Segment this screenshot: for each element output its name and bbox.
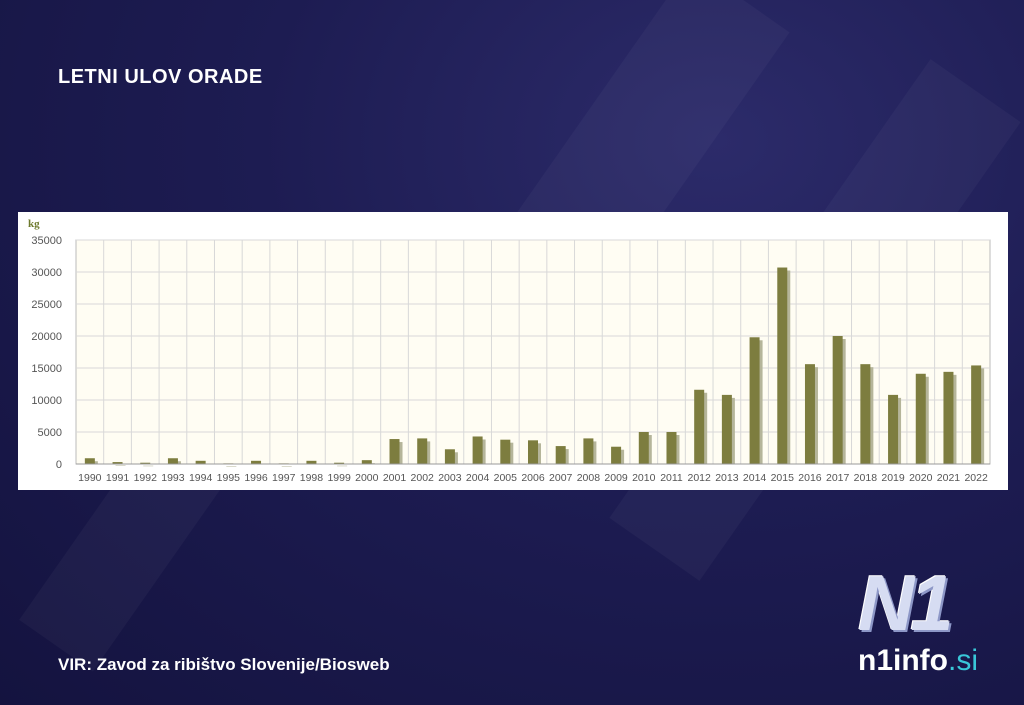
x-tick-label: 2008 xyxy=(577,472,601,484)
x-tick-label: 1992 xyxy=(134,472,158,484)
x-tick-label: 1995 xyxy=(217,472,241,484)
x-tick-label: 2018 xyxy=(854,472,878,484)
bar xyxy=(555,446,566,464)
logo-domain: .si xyxy=(948,644,978,677)
y-tick-label: 5000 xyxy=(38,427,62,439)
x-tick-label: 2003 xyxy=(438,472,462,484)
n1info-logo: N1 n1info.si xyxy=(852,564,992,684)
source-note: VIR: Zavod za ribištvo Slovenije/Biosweb xyxy=(58,655,390,674)
bar-shadow xyxy=(281,466,292,467)
y-tick-label: 30000 xyxy=(31,267,62,279)
logo-wordmark: n1info.si xyxy=(858,646,978,676)
bar xyxy=(860,364,871,464)
bar-shadow xyxy=(143,465,154,467)
bar xyxy=(112,462,123,464)
bar xyxy=(140,462,151,464)
bar xyxy=(943,371,954,464)
y-axis-unit: kg xyxy=(28,218,40,230)
n1-logo-mark: N1 xyxy=(858,559,954,647)
x-tick-label: 2016 xyxy=(798,472,822,484)
bar xyxy=(583,438,594,464)
x-tick-label: 1996 xyxy=(244,472,268,484)
bar xyxy=(195,460,206,464)
x-tick-label: 1994 xyxy=(189,472,213,484)
page-title: LETNI ULOV ORADE xyxy=(58,66,263,88)
x-tick-label: 2009 xyxy=(604,472,628,484)
x-tick-label: 1993 xyxy=(161,472,185,484)
x-tick-label: 2004 xyxy=(466,472,490,484)
bar xyxy=(334,462,345,464)
bar xyxy=(389,439,400,464)
x-tick-label: 2020 xyxy=(909,472,933,484)
x-tick-label: 2010 xyxy=(632,472,656,484)
bar xyxy=(167,458,178,464)
y-tick-label: 35000 xyxy=(31,235,62,247)
x-tick-label: 1998 xyxy=(300,472,324,484)
x-tick-label: 2007 xyxy=(549,472,573,484)
bar xyxy=(777,267,788,464)
bar xyxy=(472,436,483,464)
x-tick-label: 1991 xyxy=(106,472,130,484)
x-tick-label: 1999 xyxy=(327,472,351,484)
bar xyxy=(444,449,455,464)
x-tick-label: 2013 xyxy=(715,472,739,484)
x-tick-label: 2014 xyxy=(743,472,767,484)
bar xyxy=(971,365,982,464)
bar-shadow xyxy=(226,466,237,467)
plot-area xyxy=(75,239,991,465)
bar xyxy=(804,364,815,464)
x-tick-label: 2019 xyxy=(881,472,905,484)
bar xyxy=(915,373,926,464)
bar xyxy=(666,432,677,464)
bar xyxy=(500,439,511,464)
bar xyxy=(832,336,843,464)
logo-name: n1info xyxy=(858,644,948,677)
y-tick-label: 25000 xyxy=(31,299,62,311)
x-tick-label: 1990 xyxy=(78,472,102,484)
x-tick-label: 2002 xyxy=(411,472,435,484)
bar xyxy=(84,458,95,464)
bar-chart: 0 5000 10000 15000 20000 25000 30000 35000 kg 199… xyxy=(28,218,991,484)
x-tick-label: 2021 xyxy=(937,472,961,484)
bar xyxy=(611,446,622,464)
x-tick-label: 2022 xyxy=(964,472,988,484)
bar xyxy=(638,432,649,464)
bar xyxy=(528,440,538,464)
bar xyxy=(888,394,899,464)
x-tick-label: 2006 xyxy=(521,472,545,484)
y-tick-label: 20000 xyxy=(31,331,62,343)
bar xyxy=(251,460,262,464)
bar xyxy=(361,460,372,464)
x-tick-label: 2001 xyxy=(383,472,407,484)
x-tick-label: 2015 xyxy=(771,472,795,484)
x-tick-label: 2011 xyxy=(660,472,683,484)
x-tick-label: 1997 xyxy=(272,472,296,484)
x-tick-label: 2017 xyxy=(826,472,850,484)
bar xyxy=(721,394,732,464)
y-tick-label: 15000 xyxy=(31,363,62,375)
x-tick-label: 2005 xyxy=(494,472,518,484)
chart-card: 0 5000 10000 15000 20000 25000 30000 35000 kg 199… xyxy=(18,212,1008,490)
y-tick-label: 10000 xyxy=(31,395,62,407)
bar xyxy=(417,438,428,464)
bar xyxy=(694,389,705,464)
bar-shadow xyxy=(337,465,348,467)
x-tick-label: 2000 xyxy=(355,472,379,484)
bar xyxy=(749,337,760,464)
bar xyxy=(306,460,317,464)
y-tick-label: 0 xyxy=(56,459,62,471)
bar-shadow xyxy=(115,465,126,466)
x-tick-label: 2012 xyxy=(688,472,712,484)
